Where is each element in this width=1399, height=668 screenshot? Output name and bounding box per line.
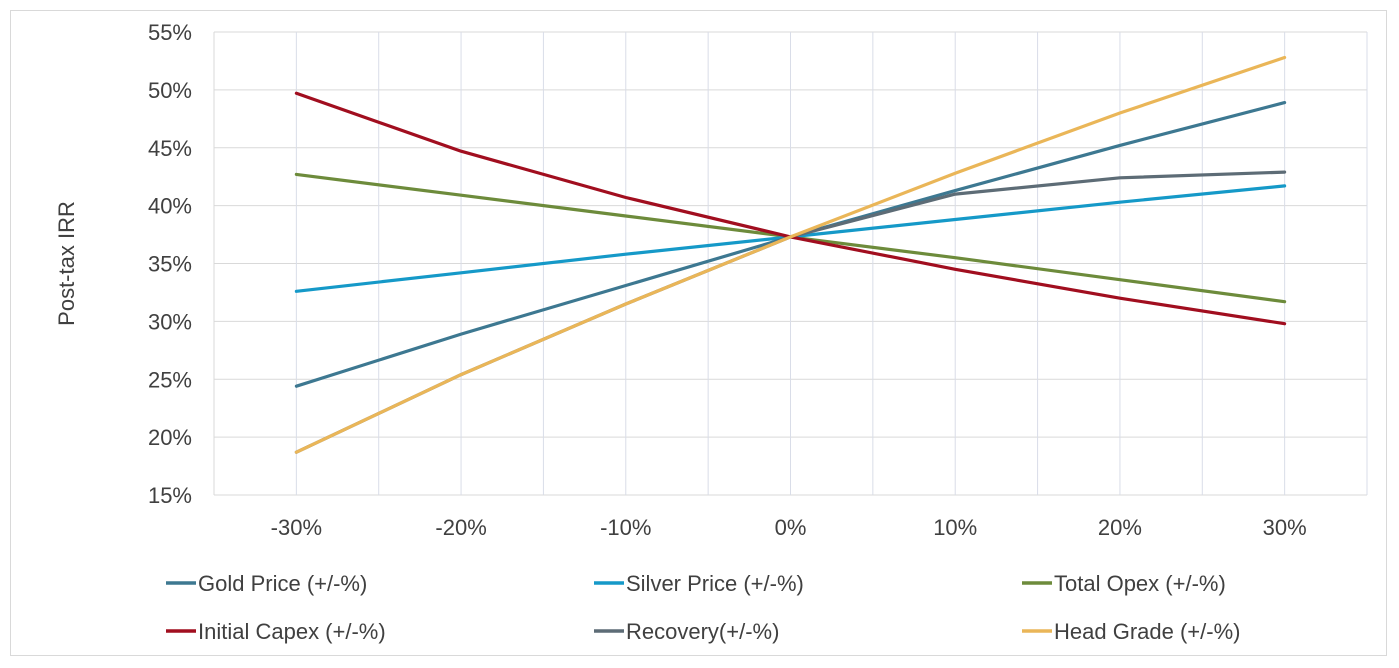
legend-label: Silver Price (+/-%) bbox=[626, 571, 804, 596]
x-tick-label: -30% bbox=[271, 515, 322, 540]
x-tick-label: 10% bbox=[933, 515, 977, 540]
y-tick-label: 50% bbox=[148, 78, 192, 103]
x-tick-label: 30% bbox=[1263, 515, 1307, 540]
y-tick-label: 30% bbox=[148, 309, 192, 334]
x-tick-label: 0% bbox=[775, 515, 807, 540]
x-tick-label: -20% bbox=[435, 515, 486, 540]
legend-label: Recovery(+/-%) bbox=[626, 619, 779, 644]
legend-label: Total Opex (+/-%) bbox=[1054, 571, 1226, 596]
y-tick-label: 55% bbox=[148, 20, 192, 45]
y-tick-label: 20% bbox=[148, 425, 192, 450]
x-tick-label: 20% bbox=[1098, 515, 1142, 540]
y-tick-label: 15% bbox=[148, 483, 192, 508]
y-tick-label: 45% bbox=[148, 136, 192, 161]
x-tick-label: -10% bbox=[600, 515, 651, 540]
series-line-5 bbox=[294, 55, 1287, 454]
y-tick-label: 40% bbox=[148, 194, 192, 219]
chart-frame bbox=[10, 10, 1387, 656]
legend-label: Initial Capex (+/-%) bbox=[198, 619, 386, 644]
y-tick-label: 25% bbox=[148, 367, 192, 392]
legend-label: Head Grade (+/-%) bbox=[1054, 619, 1240, 644]
y-axis-title: Post-tax IRR bbox=[54, 201, 79, 326]
y-tick-label: 35% bbox=[148, 252, 192, 277]
legend-label: Gold Price (+/-%) bbox=[198, 571, 367, 596]
